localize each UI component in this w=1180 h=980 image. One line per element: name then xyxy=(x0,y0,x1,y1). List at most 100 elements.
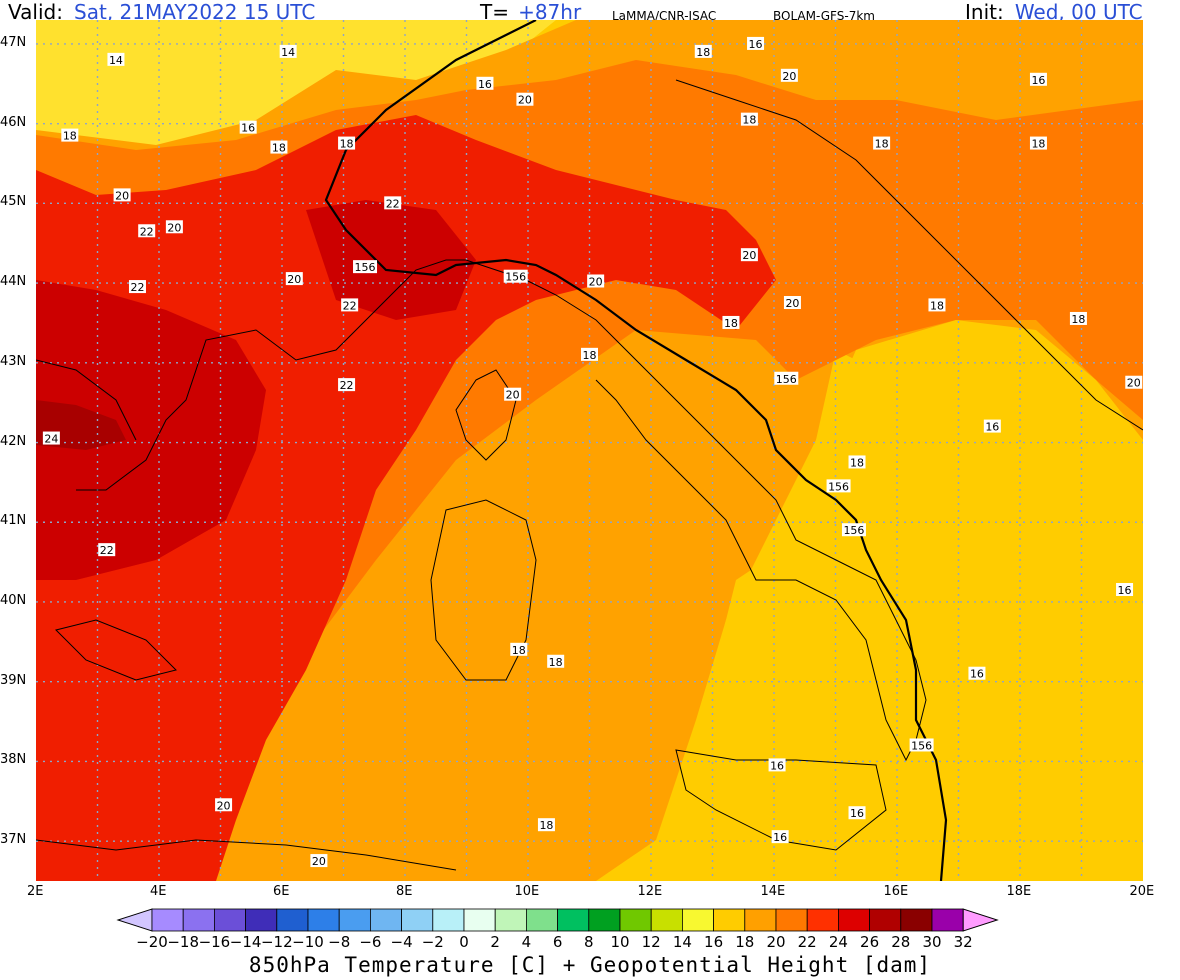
svg-text:18: 18 xyxy=(549,656,563,669)
colorbar-tick: 32 xyxy=(954,933,973,951)
contour-label: 22 xyxy=(138,224,156,238)
colorbar-tick: 10 xyxy=(610,933,629,951)
colorbar-tick: −18 xyxy=(167,933,199,951)
header-valid: Valid: Sat, 21MAY2022 15 UTC xyxy=(8,0,315,24)
colorbar-low-arrow xyxy=(116,908,153,932)
svg-text:18: 18 xyxy=(340,138,354,151)
contour-label: 18 xyxy=(510,642,528,657)
lat-tick-label: 43N xyxy=(0,353,27,369)
lon-tick-label: 6E xyxy=(273,884,290,899)
lon-tick-label: 14E xyxy=(760,884,786,899)
contour-label: 18 xyxy=(338,136,356,151)
temperature-fill xyxy=(36,20,1143,881)
lat-tick-label: 47N xyxy=(0,34,27,50)
colorbar-swatch xyxy=(369,908,402,932)
svg-text:16: 16 xyxy=(749,38,763,51)
temperature-map: 14 14 16 20 18 16 20 16 18 16 18 18 18 18 18 20 22 22 20 15… xyxy=(36,20,1143,881)
svg-text:18: 18 xyxy=(930,299,944,312)
lat-tick-label: 44N xyxy=(0,274,27,290)
contour-label: 156 xyxy=(826,479,851,493)
svg-text:18: 18 xyxy=(1031,138,1045,151)
svg-text:18: 18 xyxy=(696,46,710,59)
colorbar-swatch xyxy=(775,908,808,932)
lon-tick-label: 2E xyxy=(27,884,44,899)
contour-label: 22 xyxy=(384,196,402,210)
colorbar-tick: −6 xyxy=(359,933,381,951)
contour-label: 20 xyxy=(215,798,233,812)
contour-label: 16 xyxy=(983,419,1001,434)
header-model: BOLAM-GFS-7km xyxy=(773,5,875,27)
header-init: Init: Wed, 00 UTC xyxy=(965,0,1143,24)
colorbar-tick: −2 xyxy=(422,933,444,951)
colorbar-swatch xyxy=(432,908,465,932)
isotherm-24-area xyxy=(36,280,266,580)
colorbar-tick: 4 xyxy=(522,933,532,951)
contour-label: 20 xyxy=(165,220,183,234)
contour-label: 22 xyxy=(128,280,146,294)
svg-text:18: 18 xyxy=(539,819,553,832)
colorbar-swatch xyxy=(526,908,559,932)
model-label: BOLAM-GFS-7km xyxy=(773,9,875,23)
svg-text:16: 16 xyxy=(850,807,864,820)
colorbar-swatch xyxy=(650,908,683,932)
colorbar-tick: 22 xyxy=(798,933,817,951)
colorbar-swatch xyxy=(931,908,964,932)
svg-text:20: 20 xyxy=(785,297,799,310)
contour-label: 16 xyxy=(239,120,257,135)
svg-text:20: 20 xyxy=(115,189,129,202)
svg-text:16: 16 xyxy=(1031,74,1045,87)
italy-coast xyxy=(76,259,927,762)
contour-label: 18 xyxy=(537,818,555,832)
svg-text:16: 16 xyxy=(478,78,492,91)
colorbar-swatch xyxy=(338,908,371,932)
svg-text:18: 18 xyxy=(512,644,526,657)
africa-coast xyxy=(36,839,457,871)
colorbar-tick: 8 xyxy=(584,933,594,951)
colorbar-swatch xyxy=(619,908,652,932)
colorbar-tick: 28 xyxy=(891,933,910,951)
contour-label: 18 xyxy=(694,44,712,59)
colorbar-tick: −10 xyxy=(292,933,324,951)
svg-text:20: 20 xyxy=(287,273,301,286)
colorbar-tick-labels: −20 −18 −16 −14 −12 −10 −8 −6 −4 −2 0 2 4 6 8 10 12 14 16 1… xyxy=(136,933,973,951)
balearic-coast xyxy=(55,619,177,681)
contour-label: 18 xyxy=(848,455,866,469)
svg-text:16: 16 xyxy=(770,759,784,772)
svg-text:156: 156 xyxy=(843,524,864,537)
isotherm-14-area xyxy=(36,20,556,150)
colorbar-tick: −16 xyxy=(199,933,231,951)
isotherm-16-area-south xyxy=(676,540,916,881)
colorbar-tick: −20 xyxy=(136,933,168,951)
svg-text:156: 156 xyxy=(776,373,797,386)
contour-label: 18 xyxy=(873,136,891,151)
contour-label: 22 xyxy=(338,378,356,392)
colorbar-swatch xyxy=(557,908,590,932)
contour-label: 20 xyxy=(783,296,801,310)
lat-tick-label: 41N xyxy=(0,513,27,529)
contour-label: 156 xyxy=(353,260,378,274)
colorbar-swatch xyxy=(151,908,184,932)
geopotential-156-contour xyxy=(324,20,948,881)
svg-text:156: 156 xyxy=(911,739,932,752)
contour-label: 18 xyxy=(1029,136,1047,151)
svg-text:18: 18 xyxy=(272,142,286,155)
lat-tick-label: 45N xyxy=(0,194,27,210)
svg-text:18: 18 xyxy=(1071,313,1085,326)
isotherm-22-area xyxy=(36,115,776,881)
contour-label: 18 xyxy=(547,654,565,669)
lat-tick-label: 40N xyxy=(0,592,27,608)
lon-tick-label: 20E xyxy=(1129,884,1155,899)
contour-label: 24 xyxy=(42,431,60,446)
svg-text:18: 18 xyxy=(875,138,889,151)
contour-label: 18 xyxy=(722,315,740,330)
contour-label: 18 xyxy=(1069,311,1087,326)
contour-label: 18 xyxy=(581,347,598,362)
colorbar-swatch xyxy=(245,908,278,932)
contour-label: 16 xyxy=(968,666,986,681)
contour-label: 20 xyxy=(587,274,605,288)
colorbar-swatch xyxy=(838,908,871,932)
colorbar-swatch xyxy=(869,908,902,932)
svg-text:20: 20 xyxy=(312,855,326,868)
colorbar-swatch xyxy=(713,908,746,932)
contour-label: 156 xyxy=(503,269,528,284)
